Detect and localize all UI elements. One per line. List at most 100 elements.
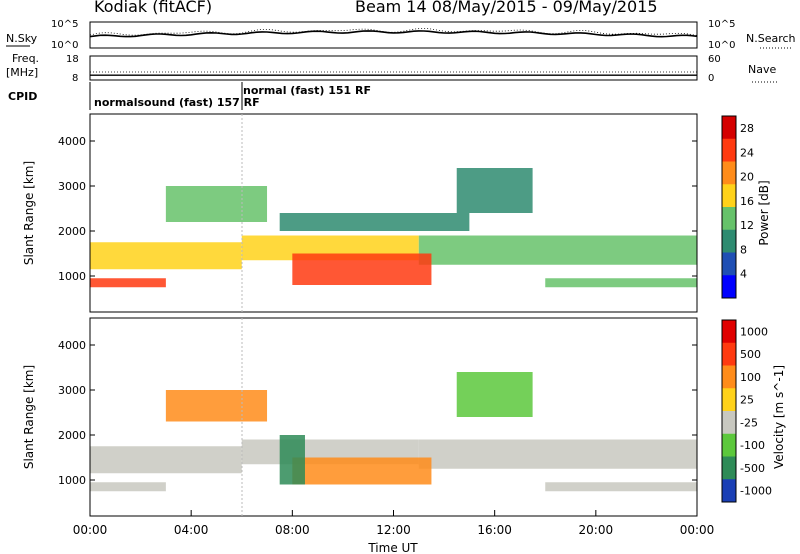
power-y-tick-3: 4000 <box>58 135 86 148</box>
velocity-colorbar: 1000 500 100 25 -25 -100 -500 -1000 <box>721 319 772 503</box>
velocity-colorbar-seg-4 <box>722 411 736 435</box>
power-colorbar: 4 8 12 16 20 24 28 <box>721 115 754 299</box>
power-colorbar-seg-2 <box>722 161 736 185</box>
power-colorbar-label: Power [dB] <box>757 180 771 245</box>
site-title: Kodiak (fitACF) <box>94 0 212 16</box>
power-colorbar-seg-3 <box>722 184 736 208</box>
power-band-0 <box>90 242 242 270</box>
power-colorbar-seg-4 <box>722 207 736 231</box>
x-tick-2: 08:00 <box>275 523 310 537</box>
velocity-colorbar-tick-5: -100 <box>740 439 765 452</box>
frequency-panel: Freq. [MHz] 18 8 60 0 Nave <box>6 52 778 84</box>
velocity-colorbar-seg-2 <box>722 365 736 389</box>
freq-label: Freq. <box>12 52 39 65</box>
noise-sky-line <box>89 30 698 38</box>
velocity-y-tick-0: 1000 <box>58 474 86 487</box>
cpid-label: CPID <box>8 90 37 103</box>
x-tick-0: 00:00 <box>73 523 108 537</box>
power-y-tick-1: 2000 <box>58 225 86 238</box>
velocity-colorbar-seg-7 <box>722 479 736 503</box>
power-band-6 <box>165 186 268 222</box>
power-panel: 1000 2000 3000 4000 Slant Range [km] 4 8 12 16… <box>22 113 771 313</box>
power-band-8 <box>456 168 533 213</box>
power-y-label: Slant Range [km] <box>22 161 36 265</box>
velocity-band-2 <box>418 439 697 469</box>
velocity-y-axis: 1000 2000 3000 4000 <box>58 339 697 487</box>
power-y-axis: 1000 2000 3000 4000 <box>58 135 697 283</box>
beam-date-title: Beam 14 08/May/2015 - 09/May/2015 <box>355 0 658 16</box>
cpid-panel: CPID normalsound (fast) 157 RF normal (f… <box>8 82 371 110</box>
power-colorbar-tick-6: 28 <box>740 122 754 135</box>
freq-tick-bottom: 8 <box>72 73 78 84</box>
velocity-colorbar-tick-7: -1000 <box>740 485 772 498</box>
velocity-band-7 <box>279 435 305 485</box>
noise-left-tick-bottom: 10^0 <box>51 40 78 51</box>
power-colorbar-tick-1: 8 <box>740 243 747 256</box>
power-colorbar-seg-0 <box>722 116 736 140</box>
x-tick-6: 00:00 <box>680 523 715 537</box>
x-tick-5: 20:00 <box>579 523 614 537</box>
velocity-colorbar-tick-1: 500 <box>740 348 761 361</box>
noise-right-tick-bottom: 10^0 <box>708 40 735 51</box>
velocity-colorbar-tick-2: 100 <box>740 371 761 384</box>
power-colorbar-tick-3: 16 <box>740 195 754 208</box>
power-heatmap <box>90 168 697 288</box>
power-band-5 <box>545 278 697 288</box>
time-x-label: Time UT <box>367 541 418 554</box>
noise-right-tick-top: 10^5 <box>708 19 735 30</box>
noise-search-line <box>89 27 698 36</box>
velocity-colorbar-seg-3 <box>722 388 736 412</box>
power-y-tick-2: 3000 <box>58 180 86 193</box>
power-colorbar-tick-0: 4 <box>740 268 747 281</box>
velocity-colorbar-seg-6 <box>722 456 736 480</box>
velocity-colorbar-tick-0: 1000 <box>740 325 768 338</box>
velocity-band-8 <box>456 372 533 417</box>
velocity-y-tick-2: 3000 <box>58 384 86 397</box>
power-colorbar-seg-5 <box>722 229 736 253</box>
power-colorbar-tick-4: 20 <box>740 171 754 184</box>
velocity-y-label: Slant Range [km] <box>22 365 36 469</box>
velocity-colorbar-seg-5 <box>722 433 736 457</box>
velocity-band-5 <box>545 482 697 492</box>
velocity-colorbar-label: Velocity [m s^-1] <box>772 365 786 469</box>
velocity-colorbar-tick-3: 25 <box>740 394 754 407</box>
time-x-axis: 00:00 04:00 08:00 12:00 16:00 20:00 00:00 <box>73 510 715 537</box>
velocity-band-4 <box>292 457 432 485</box>
power-band-7 <box>279 213 470 231</box>
noise-panel: N.Sky 10^5 10^0 10^5 10^0 N.Search <box>6 19 796 51</box>
power-y-tick-0: 1000 <box>58 270 86 283</box>
cpid-entry-0: normalsound (fast) 157 RF <box>94 96 260 109</box>
velocity-band-3 <box>90 482 166 492</box>
velocity-colorbar-frame <box>721 319 737 503</box>
noise-sky-label: N.Sky <box>6 32 38 45</box>
power-colorbar-frame <box>721 115 737 299</box>
x-tick-4: 16:00 <box>477 523 512 537</box>
noise-search-label: N.Search <box>746 32 796 45</box>
velocity-heatmap <box>90 372 697 492</box>
velocity-panel: 1000 2000 3000 4000 Slant Range [km] 1000 50… <box>22 317 786 554</box>
power-colorbar-tick-2: 12 <box>740 219 754 232</box>
freq-unit-label: [MHz] <box>6 66 38 79</box>
power-colorbar-tick-5: 24 <box>740 146 754 159</box>
power-band-4 <box>292 253 432 285</box>
power-colorbar-seg-6 <box>722 252 736 276</box>
noise-left-tick-top: 10^5 <box>51 19 78 30</box>
velocity-y-tick-3: 4000 <box>58 339 86 352</box>
power-band-2 <box>418 235 697 265</box>
velocity-colorbar-tick-4: -25 <box>740 416 758 429</box>
x-tick-3: 12:00 <box>376 523 411 537</box>
velocity-band-6 <box>165 390 268 422</box>
power-band-3 <box>90 278 166 288</box>
velocity-y-tick-1: 2000 <box>58 429 86 442</box>
nave-tick-top: 60 <box>708 54 721 65</box>
cpid-entry-1: normal (fast) 151 RF <box>243 84 371 97</box>
power-colorbar-seg-7 <box>722 275 736 299</box>
nave-tick-bottom: 0 <box>708 73 714 84</box>
velocity-band-0 <box>90 446 242 474</box>
velocity-colorbar-seg-1 <box>722 342 736 366</box>
x-tick-1: 04:00 <box>174 523 209 537</box>
freq-tick-top: 18 <box>66 54 79 65</box>
velocity-colorbar-seg-0 <box>722 320 736 344</box>
nave-label: Nave <box>748 63 776 76</box>
